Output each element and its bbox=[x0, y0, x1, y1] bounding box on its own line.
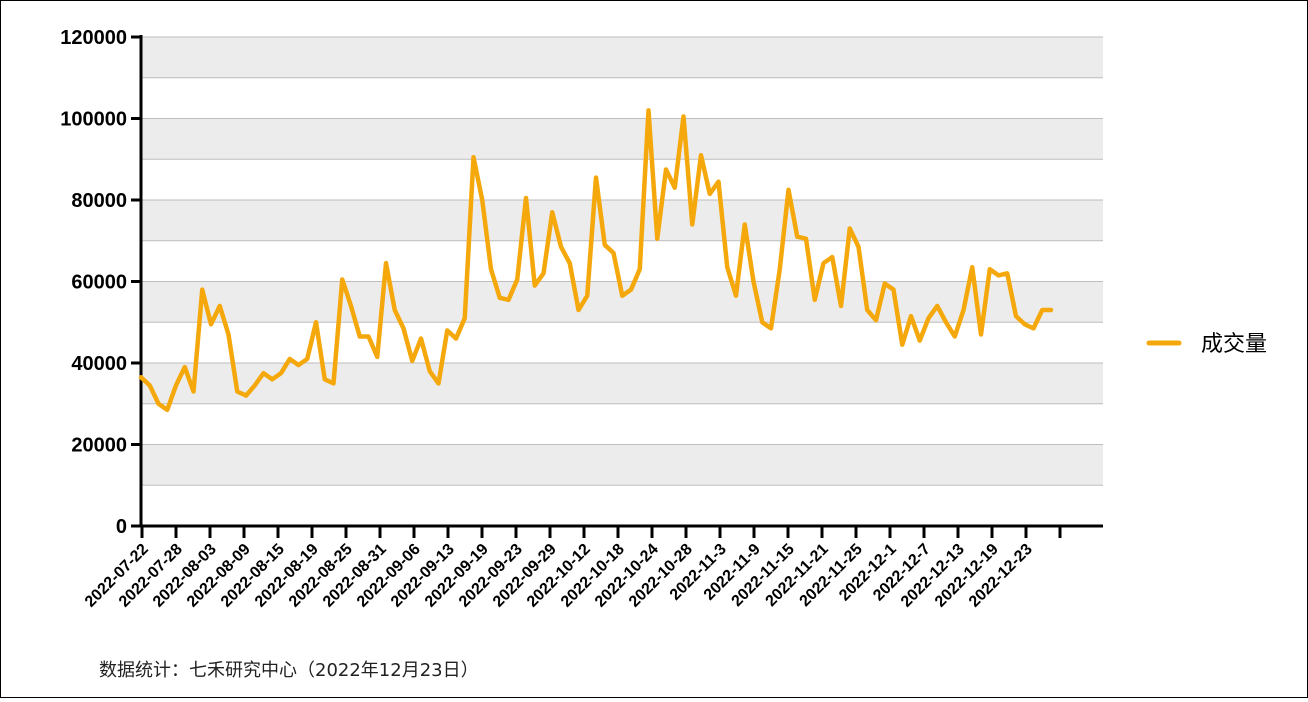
legend: 成交量 bbox=[1146, 331, 1267, 356]
plot-band bbox=[141, 200, 1103, 241]
plot-band bbox=[141, 118, 1103, 160]
series-layer bbox=[138, 108, 1054, 413]
y-tick-label: 120000 bbox=[60, 27, 127, 49]
plot-band bbox=[141, 37, 1103, 78]
source-note: 数据统计：七禾研究中心（2022年12月23日） bbox=[99, 660, 479, 681]
plot-band bbox=[141, 363, 1103, 404]
y-tick-label: 100000 bbox=[60, 109, 127, 131]
legend-label: 成交量 bbox=[1201, 331, 1267, 356]
y-tick-label: 80000 bbox=[71, 190, 127, 212]
x-tick-labels: 2022-07-222022-07-282022-08-032022-08-09… bbox=[82, 541, 1036, 611]
axes bbox=[131, 35, 1103, 538]
plot-band bbox=[141, 444, 1103, 486]
y-tick-label: 20000 bbox=[71, 435, 127, 457]
y-tick-label: 60000 bbox=[71, 272, 127, 294]
y-tick-labels: 0 20000 40000 60000 80000 100000 120000 bbox=[60, 27, 127, 538]
gridlines bbox=[141, 36, 1103, 486]
series-line-volume bbox=[138, 108, 1054, 413]
plot-bands bbox=[141, 37, 1103, 486]
y-tick-label: 40000 bbox=[71, 353, 127, 375]
y-tick-label: 0 bbox=[116, 516, 127, 538]
